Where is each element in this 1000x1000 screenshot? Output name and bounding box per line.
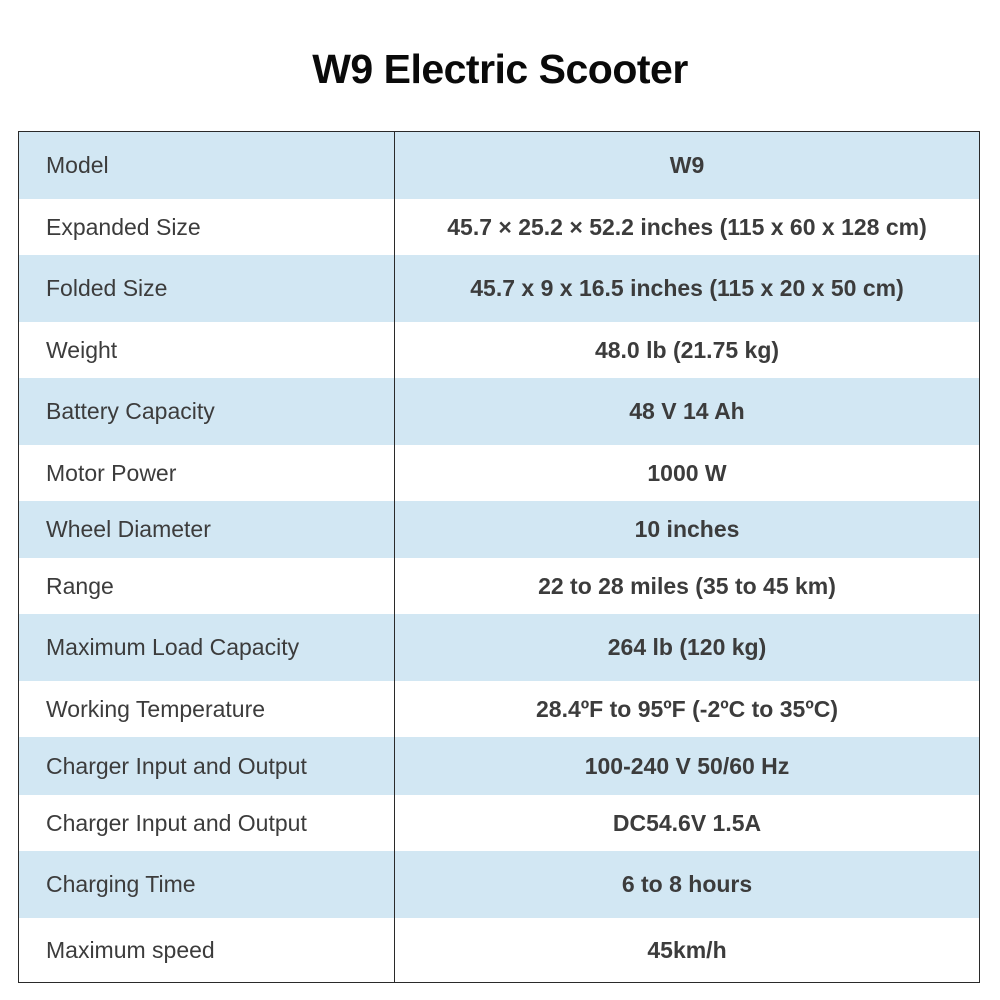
spec-value: 28.4ºF to 95ºF (-2ºC to 35ºC) bbox=[536, 695, 838, 722]
spec-value: W9 bbox=[669, 152, 705, 178]
table-row: Maximum speed 45km/h bbox=[19, 918, 979, 982]
table-row: Charging Time 6 to 8 hours bbox=[19, 851, 979, 918]
table-row: Wheel Diameter 10 inches bbox=[19, 501, 979, 558]
spec-value: 1000 W bbox=[647, 459, 727, 486]
spec-label: Battery Capacity bbox=[19, 378, 395, 445]
table-row: Working Temperature 28.4ºF to 95ºF (-2ºC … bbox=[19, 681, 979, 737]
spec-value: 48 V 14 Ah bbox=[629, 398, 745, 424]
spec-label: Wheel Diameter bbox=[19, 501, 395, 558]
spec-label: Range bbox=[19, 558, 395, 614]
spec-value: 45.7 x 9 x 16.5 inches (115 x 20 x 50 cm… bbox=[470, 275, 904, 301]
table-row: Weight 48.0 lb (21.75 kg) bbox=[19, 322, 979, 378]
spec-value: 45km/h bbox=[647, 936, 727, 963]
spec-label: Maximum Load Capacity bbox=[19, 614, 395, 681]
spec-value: DC54.6V 1.5A bbox=[612, 809, 762, 836]
table-row: Charger Input and Output DC54.6V 1.5A bbox=[19, 795, 979, 851]
spec-label: Expanded Size bbox=[19, 199, 395, 255]
page-title: W9 Electric Scooter bbox=[312, 46, 688, 92]
spec-value: 100-240 V 50/60 Hz bbox=[584, 752, 790, 779]
spec-label: Motor Power bbox=[19, 445, 395, 501]
spec-value: 264 lb (120 kg) bbox=[607, 634, 767, 660]
spec-label: Model bbox=[19, 132, 395, 199]
spec-value: 48.0 lb (21.75 kg) bbox=[594, 336, 780, 363]
spec-value: 22 to 28 miles (35 to 45 km) bbox=[538, 572, 836, 599]
spec-value: 45.7 × 25.2 × 52.2 inches (115 x 60 x 12… bbox=[447, 213, 927, 240]
table-row: Model W9 bbox=[19, 132, 979, 199]
spec-label: Weight bbox=[19, 322, 395, 378]
table-row: Motor Power 1000 W bbox=[19, 445, 979, 501]
table-row: Battery Capacity 48 V 14 Ah bbox=[19, 378, 979, 445]
table-row: Charger Input and Output 100-240 V 50/60 … bbox=[19, 737, 979, 795]
spec-value: 10 inches bbox=[634, 516, 740, 542]
table-row: Maximum Load Capacity 264 lb (120 kg) bbox=[19, 614, 979, 681]
spec-label: Charger Input and Output bbox=[19, 737, 395, 795]
spec-label: Maximum speed bbox=[19, 918, 395, 982]
spec-label: Charger Input and Output bbox=[19, 795, 395, 851]
spec-value: 6 to 8 hours bbox=[621, 871, 753, 897]
table-row: Expanded Size 45.7 × 25.2 × 52.2 inches (… bbox=[19, 199, 979, 255]
spec-label: Working Temperature bbox=[19, 681, 395, 737]
table-row: Range 22 to 28 miles (35 to 45 km) bbox=[19, 558, 979, 614]
spec-label: Charging Time bbox=[19, 851, 395, 918]
spec-table: Model W9 Expanded Size 45.7 × 25.2 × 52.2 i… bbox=[18, 131, 980, 983]
table-row: Folded Size 45.7 x 9 x 16.5 inches (115 x… bbox=[19, 255, 979, 322]
spec-label: Folded Size bbox=[19, 255, 395, 322]
